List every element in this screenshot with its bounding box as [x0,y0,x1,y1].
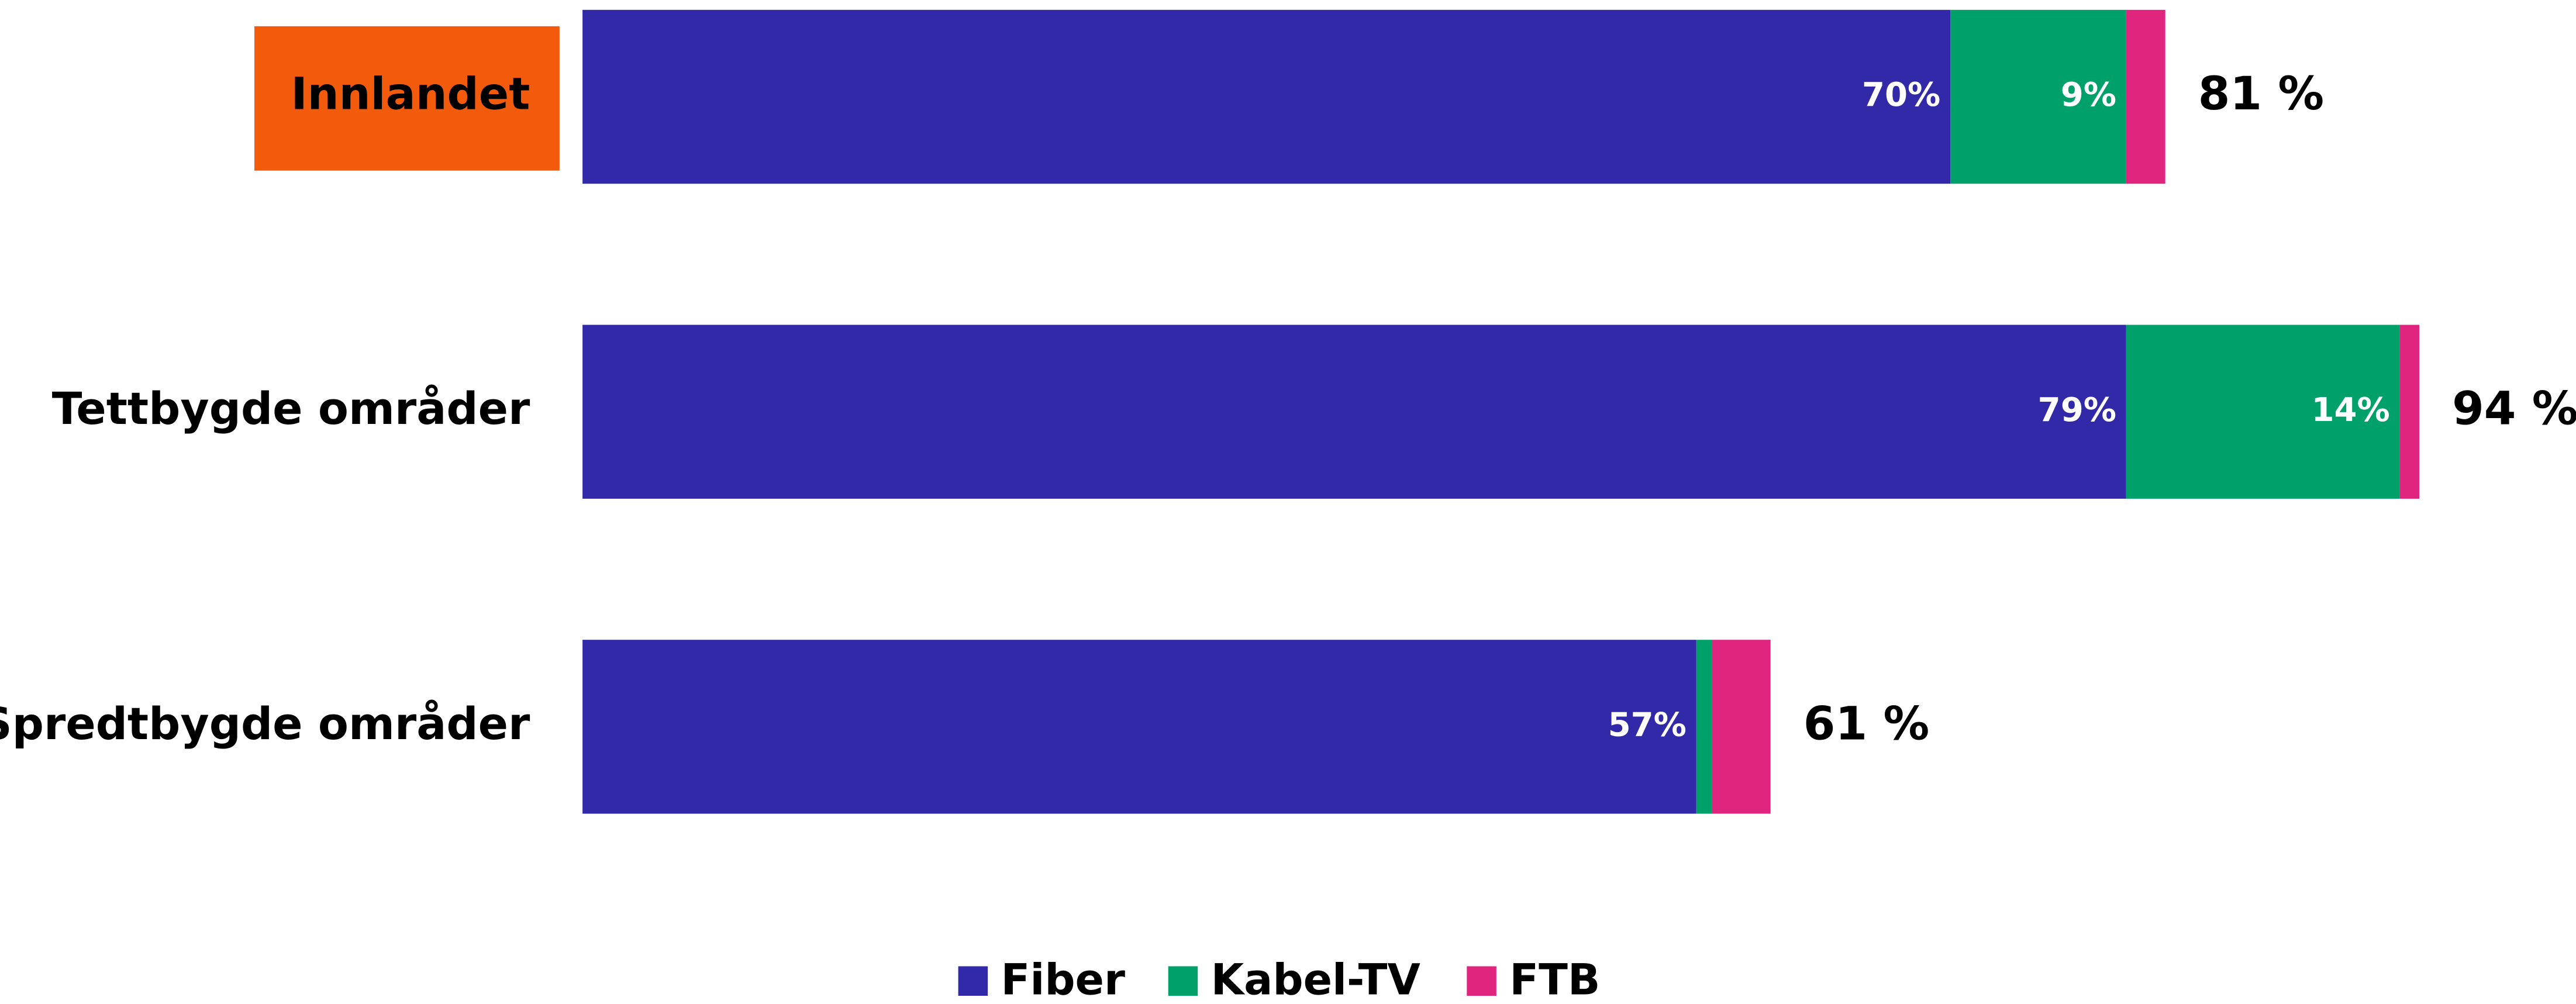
bar-segment [582,640,1696,814]
bar-segment [1696,640,1712,814]
legend-swatch [1467,966,1496,996]
category-label: Innlandet [291,68,530,120]
value-label: 14% [2311,391,2389,429]
value-label: 70% [1862,76,1940,114]
legend-label: FTB [1509,955,1600,1004]
bar-segment [2126,9,2165,184]
legend-label: Kabel-TV [1211,955,1421,1004]
legend-swatch [958,966,988,996]
legend-swatch [1168,966,1198,996]
value-label: 9% [2061,76,2116,114]
bar-segment [582,9,1951,184]
category-label: Tettbygde områder [52,383,530,434]
category-label: Spredtbygde områder [0,698,530,750]
highlight-box [254,26,560,171]
bar-segment [1950,9,2126,184]
value-label: 79% [2038,391,2116,429]
bar-segment [2399,325,2420,499]
legend-label: Fiber [1001,955,1126,1004]
total-label: 81 % [2198,67,2324,120]
total-label: 94 % [2452,382,2576,436]
total-label: 61 % [1803,696,1929,750]
bar-segment [1712,640,1771,814]
bar-segment [2126,325,2400,499]
value-label: 57% [1608,706,1687,744]
bar-segment [582,325,2126,499]
